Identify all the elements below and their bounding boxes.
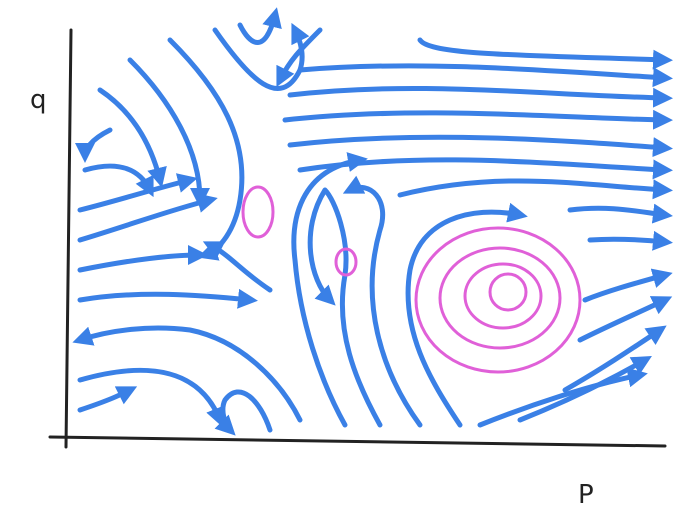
streamline (85, 130, 110, 155)
streamline (590, 239, 665, 242)
x-axis (50, 437, 665, 446)
streamline (585, 275, 665, 300)
streamline (80, 180, 190, 210)
streamlines (80, 15, 665, 430)
orbit (490, 274, 526, 310)
streamline (240, 15, 275, 43)
streamline (170, 40, 242, 255)
y-axis (66, 30, 71, 447)
streamline (80, 255, 200, 270)
streamline (420, 40, 665, 60)
orbit (243, 187, 273, 237)
streamline (80, 390, 130, 410)
streamline (480, 375, 640, 425)
streamline (570, 208, 665, 215)
x-axis-label: P (578, 480, 594, 509)
streamline (310, 190, 380, 425)
closed-orbits (243, 187, 580, 372)
streamline (210, 245, 270, 290)
streamline (290, 137, 665, 148)
streamline (400, 181, 665, 195)
streamline (285, 113, 665, 120)
streamline (300, 66, 665, 78)
streamline (80, 294, 250, 300)
streamline (408, 212, 520, 425)
y-axis-label: q (30, 85, 47, 115)
streamline (85, 166, 150, 190)
phase-portrait: q P (0, 0, 673, 509)
streamline (80, 370, 220, 420)
streamline (294, 160, 360, 425)
streamline (215, 30, 302, 89)
streamline (290, 88, 665, 98)
streamline (223, 392, 270, 430)
